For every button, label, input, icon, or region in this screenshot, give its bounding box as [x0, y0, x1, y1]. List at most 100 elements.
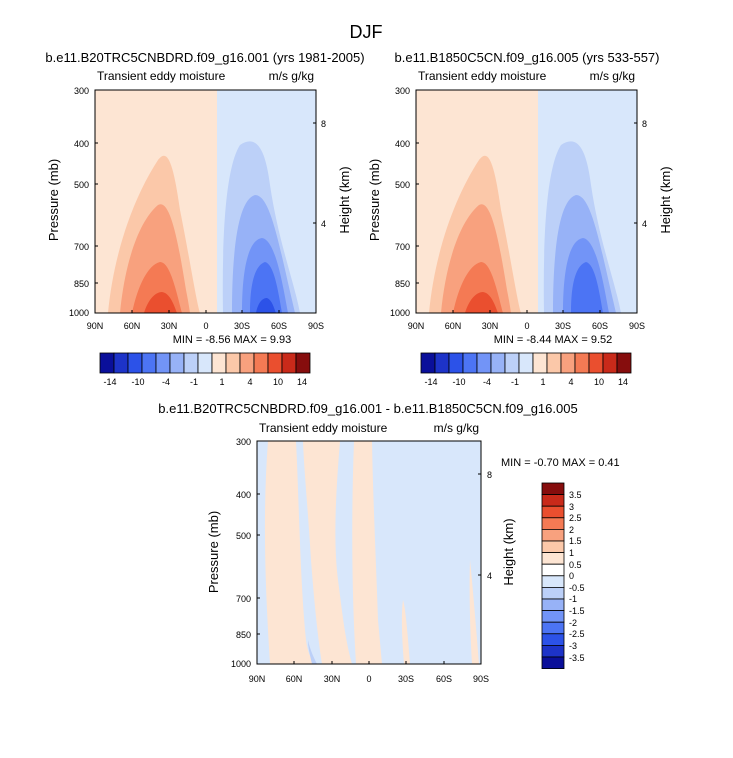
panel-2-ytick-label: 1000	[390, 308, 410, 318]
panel-2-ylabel: Pressure (mb)	[367, 159, 382, 241]
panel-3-ytick-right-label: 4	[487, 571, 492, 581]
colorbar-swatch	[541, 529, 565, 542]
panel-3-title: b.e11.B20TRC5CNBDRD.f09_g16.001 - b.e11.…	[158, 401, 577, 416]
colorbar-label: -3.5	[569, 653, 585, 663]
panel-1-ytick-label: 400	[74, 139, 89, 149]
panel-2-xtick-label: 90S	[629, 321, 645, 331]
colorbar-label: -2	[569, 618, 577, 628]
panel-1-x-ticks: 90N 60N 30N 0 30S 60S 90S	[87, 321, 324, 331]
panel-3-ylabel: Pressure (mb)	[206, 511, 221, 593]
panel-3-xtick-label: 30S	[398, 674, 414, 684]
panel-2-x-tick-marks	[452, 310, 601, 313]
panel-3-colorbar	[541, 482, 565, 670]
colorbar-swatch	[518, 352, 534, 374]
colorbar-swatch	[541, 575, 565, 588]
panel-2-ytick-label: 700	[395, 242, 410, 252]
panel-2-subtitle-left: Transient eddy moisture	[418, 69, 547, 83]
panel-3-subtitle-right: m/s g/kg	[434, 421, 479, 435]
panel-2-xtick-label: 60S	[592, 321, 608, 331]
colorbar-swatch	[253, 352, 269, 374]
panel-1-xtick-label: 30S	[234, 321, 250, 331]
colorbar-swatch	[141, 352, 157, 374]
colorbar-label: 1	[569, 548, 574, 558]
panel-3-ytick-label: 300	[236, 437, 251, 447]
panel-2-colorbar-labels: -14 -10 -4 -1 1 4 10 14	[424, 377, 628, 387]
panel-2-ytick-label: 300	[395, 86, 410, 96]
colorbar-swatch	[490, 352, 506, 374]
panel-2-xtick-label: 0	[524, 321, 529, 331]
colorbar-swatch	[560, 352, 576, 374]
colorbar-swatch	[183, 352, 199, 374]
panel-2-contour-field	[416, 90, 637, 313]
panel-1-ytick-label: 300	[74, 86, 89, 96]
colorbar-swatch	[434, 352, 450, 374]
colorbar-label: 10	[594, 377, 604, 387]
panel-1-min-max: MIN = -8.56 MAX = 9.93	[173, 334, 292, 346]
colorbar-swatch	[541, 482, 565, 496]
colorbar-label: -14	[103, 377, 116, 387]
colorbar-swatch	[541, 505, 565, 519]
panel-3-xtick-label: 90S	[473, 674, 489, 684]
panel-1-ytick-label: 500	[74, 180, 89, 190]
colorbar-swatch	[448, 352, 464, 374]
panel-2-xtick-label: 30S	[555, 321, 571, 331]
panel-1-ytick-label: 850	[74, 279, 89, 289]
colorbar-swatch	[197, 352, 213, 374]
panel-1-ytick-label: 1000	[69, 308, 89, 318]
panel-3-ytick-right-label: 8	[487, 470, 492, 480]
colorbar-swatch	[541, 494, 565, 507]
panel-2-xtick-label: 90N	[408, 321, 425, 331]
panel-1-pos-level-4	[144, 292, 177, 313]
panel-3-x-tick-marks	[293, 661, 445, 664]
colorbar-label: -1.5	[569, 606, 585, 616]
panel-1-colorbar-labels: -14 -10 -4 -1 1 4 10 14	[103, 377, 307, 387]
colorbar-swatch	[541, 563, 565, 577]
colorbar-label: -1	[569, 594, 577, 604]
panel-1-ytick-right-label: 8	[321, 119, 326, 129]
colorbar-swatch	[99, 352, 115, 374]
panel-1-y-ticks: 300 400 500 700 850 1000	[69, 86, 89, 318]
panel-1-contour-field	[95, 90, 316, 313]
colorbar-label: 3	[569, 502, 574, 512]
panel-1-xtick-label: 90N	[87, 321, 104, 331]
panel-3-y-ticks-right: 8 4	[487, 470, 492, 581]
colorbar-swatch	[574, 352, 590, 374]
colorbar-swatch	[541, 517, 565, 530]
panel-3-pos-band-3	[352, 441, 382, 664]
panel-2-title: b.e11.B1850C5CN.f09_g16.005 (yrs 533-557…	[395, 50, 660, 65]
colorbar-swatch	[541, 656, 565, 670]
colorbar-label: 0	[569, 571, 574, 581]
panel-2-xtick-label: 60N	[445, 321, 462, 331]
panel-3-subtitle-left: Transient eddy moisture	[259, 421, 388, 435]
panel-2: b.e11.B1850C5CN.f09_g16.005 (yrs 533-557…	[367, 50, 673, 387]
panel-2-ytick-label: 500	[395, 180, 410, 190]
colorbar-label: -4	[162, 377, 170, 387]
colorbar-swatch	[546, 352, 562, 374]
panel-3-ytick-label: 500	[236, 531, 251, 541]
panel-1-x-tick-marks	[131, 310, 280, 313]
panel-3-y-ticks: 300 400 500 700 850 1000	[231, 437, 251, 669]
colorbar-swatch	[462, 352, 478, 374]
panel-2-x-ticks: 90N 60N 30N 0 30S 60S 90S	[408, 321, 645, 331]
panel-2-neg-level-4	[571, 262, 603, 313]
colorbar-label: 2.5	[569, 513, 582, 523]
colorbar-swatch	[281, 352, 297, 374]
colorbar-swatch	[155, 352, 171, 374]
panel-1-xtick-label: 60N	[124, 321, 141, 331]
panel-2-y-ticks: 300 400 500 700 850 1000	[390, 86, 410, 318]
panel-2-ytick-right-label: 8	[642, 119, 647, 129]
panel-2-ytick-label: 850	[395, 279, 410, 289]
panel-3-xtick-label: 0	[366, 674, 371, 684]
panel-1-ylabel: Pressure (mb)	[46, 159, 61, 241]
panel-3-neg-patch	[308, 640, 317, 664]
colorbar-swatch	[504, 352, 520, 374]
panel-3-contour-field	[257, 441, 481, 664]
panel-2-ylabel-right: Height (km)	[658, 166, 673, 233]
panel-3-xtick-label: 90N	[249, 674, 266, 684]
panel-3-y-tick-marks	[257, 440, 481, 665]
colorbar-label: -10	[131, 377, 144, 387]
panel-3-colorbar-labels: 3.5 3 2.5 2 1.5 1 0.5 0 -0.5 -1 -1.5 -2 …	[569, 490, 585, 663]
panel-2-xtick-label: 30N	[482, 321, 499, 331]
colorbar-label: 4	[568, 377, 573, 387]
colorbar-swatch	[295, 352, 311, 374]
